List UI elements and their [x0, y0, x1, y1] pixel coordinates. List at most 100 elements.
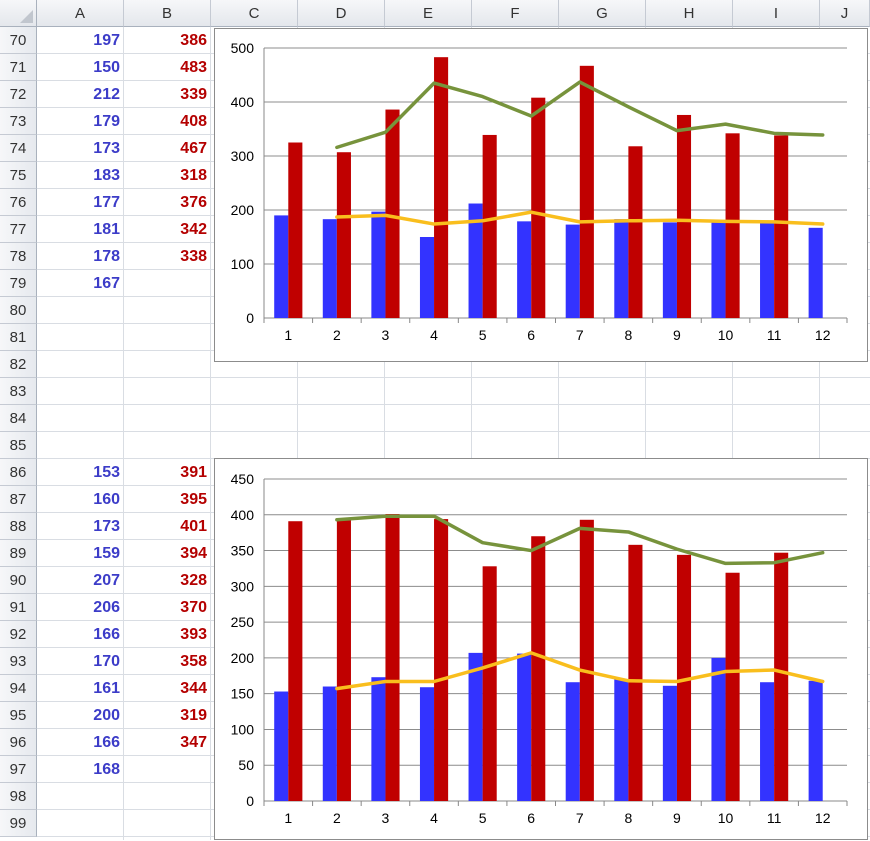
cell-b77[interactable]: 342 [180, 221, 207, 238]
blue-bar [711, 220, 726, 318]
row-header-97[interactable]: 97 [0, 756, 37, 783]
cell-b70[interactable]: 386 [180, 32, 207, 49]
column-gridline [384, 27, 385, 840]
cell-b87[interactable]: 395 [180, 491, 207, 508]
cell-a92[interactable]: 166 [93, 626, 120, 643]
row-header-77[interactable]: 77 [0, 216, 37, 243]
column-header-g[interactable]: G [559, 0, 646, 27]
row-header-84[interactable]: 84 [0, 405, 37, 432]
select-all-corner[interactable] [0, 0, 37, 27]
chart-bottom[interactable]: 0 50 100 150 200 250 300 350 400 450 1 2 3 4 5 6 7 8 9 10 11… [214, 458, 868, 840]
cell-a88[interactable]: 173 [93, 518, 120, 535]
cell-a87[interactable]: 160 [93, 491, 120, 508]
cell-b93[interactable]: 358 [180, 653, 207, 670]
cell-b89[interactable]: 394 [180, 545, 207, 562]
cell-a95[interactable]: 200 [93, 707, 120, 724]
row-header-98[interactable]: 98 [0, 783, 37, 810]
cell-b75[interactable]: 318 [180, 167, 207, 184]
x-tick-label: 3 [382, 810, 390, 826]
column-header-b[interactable]: B [124, 0, 211, 27]
cell-a96[interactable]: 166 [93, 734, 120, 751]
cell-b79[interactable] [124, 270, 211, 297]
cell-a77[interactable]: 181 [93, 221, 120, 238]
cell-a91[interactable]: 206 [93, 599, 120, 616]
row-header-93[interactable]: 93 [0, 648, 37, 675]
row-header-89[interactable]: 89 [0, 540, 37, 567]
row-header-73[interactable]: 73 [0, 108, 37, 135]
cell-a76[interactable]: 177 [93, 194, 120, 211]
row-header-95[interactable]: 95 [0, 702, 37, 729]
row-header-72[interactable]: 72 [0, 81, 37, 108]
cell-b88[interactable]: 401 [180, 518, 207, 535]
cell-a75[interactable]: 183 [93, 167, 120, 184]
cell-a70[interactable]: 197 [93, 32, 120, 49]
row-header-71[interactable]: 71 [0, 54, 37, 81]
column-header-c[interactable]: C [211, 0, 298, 27]
cell-b71[interactable]: 483 [180, 59, 207, 76]
red-bar [774, 552, 789, 801]
cell-b90[interactable]: 328 [180, 572, 207, 589]
cell-b73[interactable]: 408 [180, 113, 207, 130]
cell-b78[interactable]: 338 [180, 248, 207, 265]
blue-bar [517, 653, 532, 801]
column-header-d[interactable]: D [298, 0, 385, 27]
row-header-76[interactable]: 76 [0, 189, 37, 216]
cell-a74[interactable]: 173 [93, 140, 120, 157]
cell-b86[interactable]: 391 [180, 464, 207, 481]
row-header-83[interactable]: 83 [0, 378, 37, 405]
cell-a89[interactable]: 159 [93, 545, 120, 562]
cell-b91[interactable]: 370 [180, 599, 207, 616]
cell-a97[interactable]: 168 [93, 761, 120, 778]
cell-a72[interactable]: 212 [93, 86, 120, 103]
blue-bar [468, 203, 483, 318]
column-header-f[interactable]: F [472, 0, 559, 27]
row-gridline [37, 404, 870, 405]
row-header-70[interactable]: 70 [0, 27, 37, 54]
cell-a93[interactable]: 170 [93, 653, 120, 670]
cell-b74[interactable]: 467 [180, 140, 207, 157]
column-header-j[interactable]: J [820, 0, 870, 27]
cell-a71[interactable]: 150 [93, 59, 120, 76]
cell-a90[interactable]: 207 [93, 572, 120, 589]
x-tick-label: 5 [479, 327, 487, 343]
column-header-i[interactable]: I [733, 0, 820, 27]
row-header-92[interactable]: 92 [0, 621, 37, 648]
row-header-96[interactable]: 96 [0, 729, 37, 756]
x-tick-label: 2 [333, 327, 341, 343]
cell-b97[interactable] [124, 756, 211, 783]
cell-b96[interactable]: 347 [180, 734, 207, 751]
row-header-81[interactable]: 81 [0, 324, 37, 351]
row-header-99[interactable]: 99 [0, 810, 37, 837]
blue-bar [565, 682, 580, 801]
column-header-h[interactable]: H [646, 0, 733, 27]
row-header-87[interactable]: 87 [0, 486, 37, 513]
column-header-e[interactable]: E [385, 0, 472, 27]
row-header-80[interactable]: 80 [0, 297, 37, 324]
column-gridline [471, 27, 472, 840]
cell-b95[interactable]: 319 [180, 707, 207, 724]
row-header-86[interactable]: 86 [0, 459, 37, 486]
row-header-94[interactable]: 94 [0, 675, 37, 702]
cell-b94[interactable]: 344 [180, 680, 207, 697]
row-header-82[interactable]: 82 [0, 351, 37, 378]
row-header-75[interactable]: 75 [0, 162, 37, 189]
row-header-74[interactable]: 74 [0, 135, 37, 162]
cell-b72[interactable]: 339 [180, 86, 207, 103]
row-header-85[interactable]: 85 [0, 432, 37, 459]
column-header-a[interactable]: A [37, 0, 124, 27]
cell-b92[interactable]: 393 [180, 626, 207, 643]
row-header-88[interactable]: 88 [0, 513, 37, 540]
cell-a86[interactable]: 153 [93, 464, 120, 481]
cell-a94[interactable]: 161 [93, 680, 120, 697]
cell-b76[interactable]: 376 [180, 194, 207, 211]
row-header-91[interactable]: 91 [0, 594, 37, 621]
chart-top[interactable]: 0 100 200 300 400 500 1 2 3 4 5 6 7 8 9 10 11 12 [214, 28, 868, 362]
cell-a79[interactable]: 167 [93, 275, 120, 292]
row-header-78[interactable]: 78 [0, 243, 37, 270]
cell-a78[interactable]: 178 [93, 248, 120, 265]
cell-a73[interactable]: 179 [93, 113, 120, 130]
row-header-79[interactable]: 79 [0, 270, 37, 297]
row-header-90[interactable]: 90 [0, 567, 37, 594]
